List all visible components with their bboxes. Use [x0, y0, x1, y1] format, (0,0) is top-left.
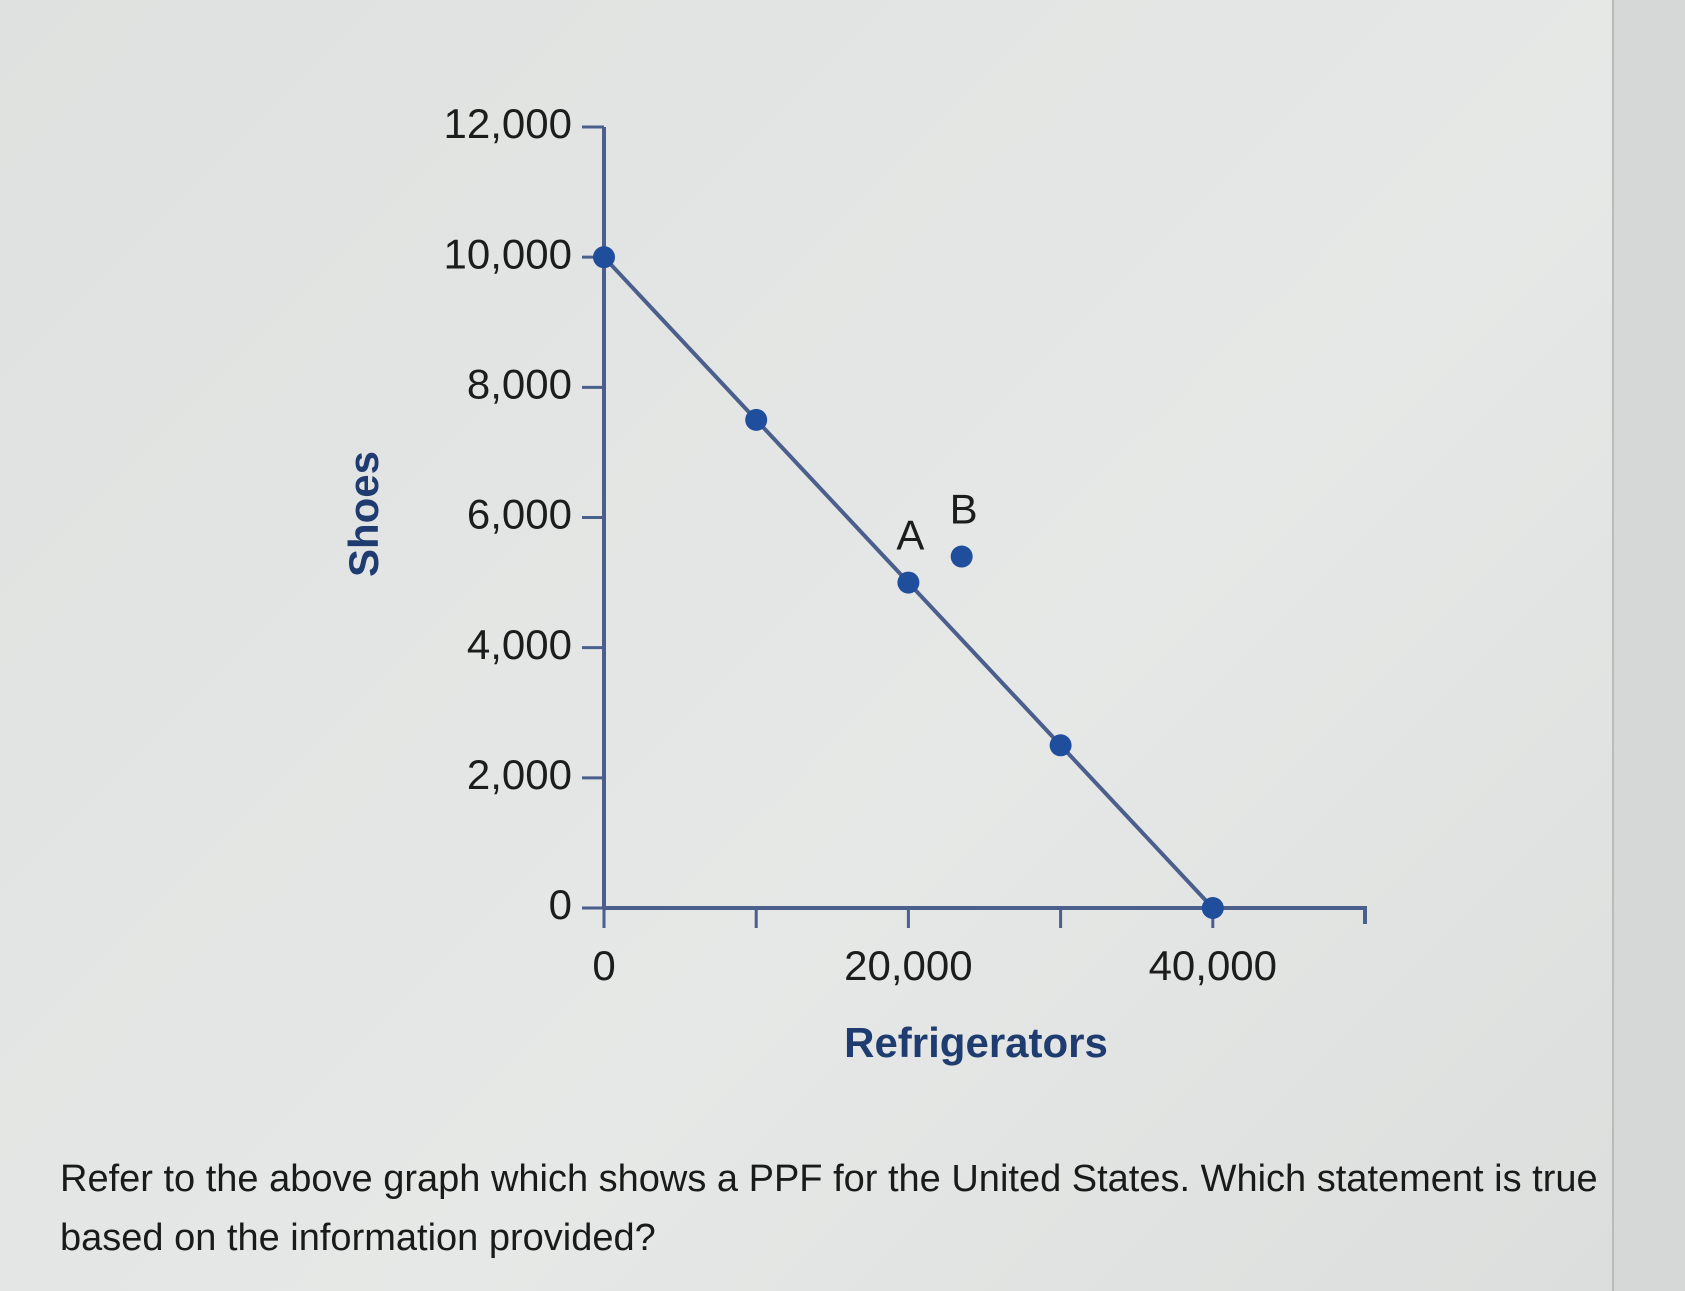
x-tick-label: 20,000: [844, 942, 972, 989]
y-tick-label: 2,000: [467, 751, 572, 798]
ppf-point: [593, 246, 615, 269]
x-tick-label: 0: [592, 942, 615, 989]
question-text: Refer to the above graph which shows a P…: [60, 1158, 1598, 1259]
point-marker: [950, 545, 973, 568]
point-label: B: [950, 486, 978, 533]
y-tick-label: 6,000: [467, 491, 572, 538]
y-tick-label: 8,000: [467, 360, 572, 407]
x-tick-label: 40,000: [1149, 942, 1277, 989]
y-tick-label: 12,000: [444, 100, 572, 147]
ppf-point: [897, 571, 920, 594]
ppf-point: [1201, 897, 1224, 919]
chart: Refrigerators Shoes 0 2,000 4,000 6,000 8,00…: [340, 100, 1367, 1066]
ppf-point: [1049, 734, 1072, 757]
y-axis-title: Shoes: [340, 451, 387, 577]
y-tick-label: 0: [549, 881, 572, 928]
x-axis-title: Refrigerators: [844, 1019, 1108, 1066]
y-tick-label: 10,000: [444, 230, 572, 277]
panel: [0, 0, 1614, 1291]
point-label: A: [896, 512, 924, 559]
y-tick-label: 4,000: [467, 621, 572, 668]
ppf-point: [745, 408, 768, 431]
